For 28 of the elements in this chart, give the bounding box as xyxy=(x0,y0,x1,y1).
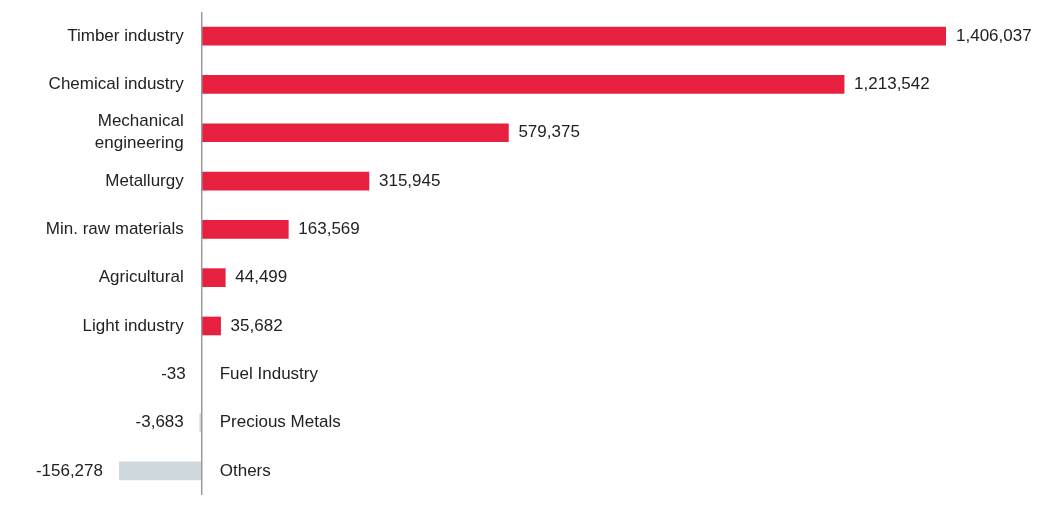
bar xyxy=(201,316,221,336)
y-tick-label: Agricultural xyxy=(98,267,184,287)
data-label: 1,406,037 xyxy=(956,25,1032,45)
data-label: 1,213,542 xyxy=(854,74,930,94)
y-tick-label: Chemical industry xyxy=(48,74,185,94)
data-label: -3,683 xyxy=(135,412,184,432)
bar xyxy=(119,461,203,481)
y-tick-label: Mechanical engineering xyxy=(94,111,184,153)
bar xyxy=(201,220,289,239)
y-tick-label: Light industry xyxy=(82,315,185,335)
data-label: 44,499 xyxy=(235,267,288,287)
bar xyxy=(201,171,370,191)
data-label: 315,945 xyxy=(378,170,441,190)
y-tick-label: Precious Metals xyxy=(219,412,341,432)
data-label: -33 xyxy=(161,363,186,383)
y-tick-label: Metallurgy xyxy=(105,170,185,190)
y-tick-label: Timber industry xyxy=(67,25,185,45)
bar xyxy=(201,75,845,94)
bar xyxy=(201,26,946,46)
data-label: 35,682 xyxy=(230,315,283,335)
bar xyxy=(201,268,226,287)
y-tick-label: Fuel Industry xyxy=(219,363,319,383)
data-label: 579,375 xyxy=(518,122,580,142)
y-tick-label: Min. raw materials xyxy=(45,219,184,239)
bar xyxy=(201,123,509,143)
data-label: -156,278 xyxy=(35,460,103,480)
data-label: 163,569 xyxy=(298,219,360,239)
y-tick-label: Others xyxy=(219,460,271,480)
